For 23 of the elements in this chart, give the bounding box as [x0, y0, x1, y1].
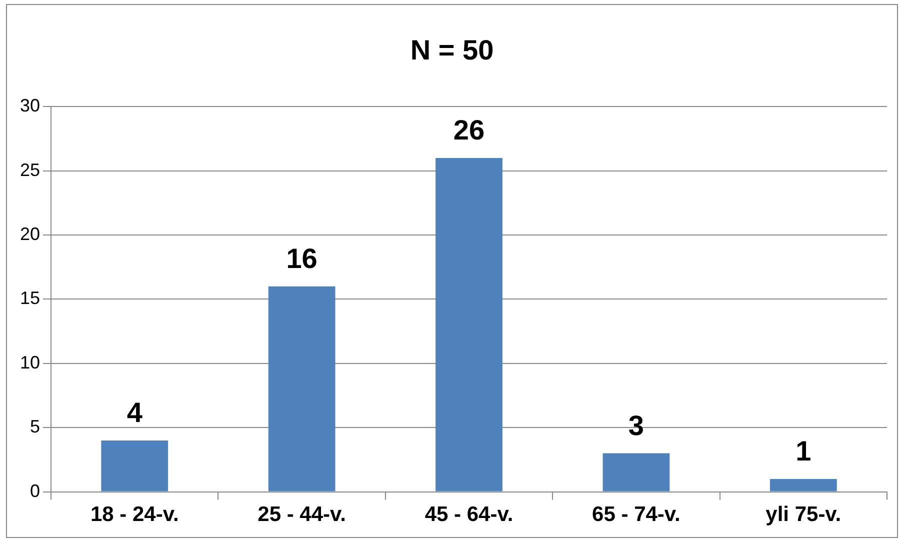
y-tick-label: 15 [20, 288, 40, 308]
data-label: 3 [628, 410, 644, 441]
x-tick-label: 18 - 24-v. [90, 503, 179, 526]
x-tick-label: 25 - 44-v. [258, 503, 346, 526]
data-label: 26 [453, 114, 485, 146]
bar [602, 453, 670, 492]
bar [101, 440, 168, 492]
data-label: 1 [796, 436, 812, 467]
y-tick-label: 0 [30, 480, 40, 501]
x-tick-label: yli 75-v. [766, 503, 842, 526]
y-tick-label: 5 [30, 416, 40, 437]
bar [436, 158, 502, 492]
bar [268, 286, 336, 492]
x-tick-label: 65 - 74-v. [592, 503, 680, 526]
y-tick-label: 20 [20, 224, 40, 244]
bar [770, 478, 837, 492]
x-tick-label: 45 - 64-v. [424, 503, 514, 526]
data-label: 16 [286, 243, 318, 274]
y-tick-label: 10 [20, 352, 40, 372]
y-tick-label: 30 [20, 96, 40, 116]
data-label: 4 [126, 397, 143, 428]
chart-title: N = 50 [410, 34, 494, 66]
y-tick-label: 25 [20, 160, 40, 180]
